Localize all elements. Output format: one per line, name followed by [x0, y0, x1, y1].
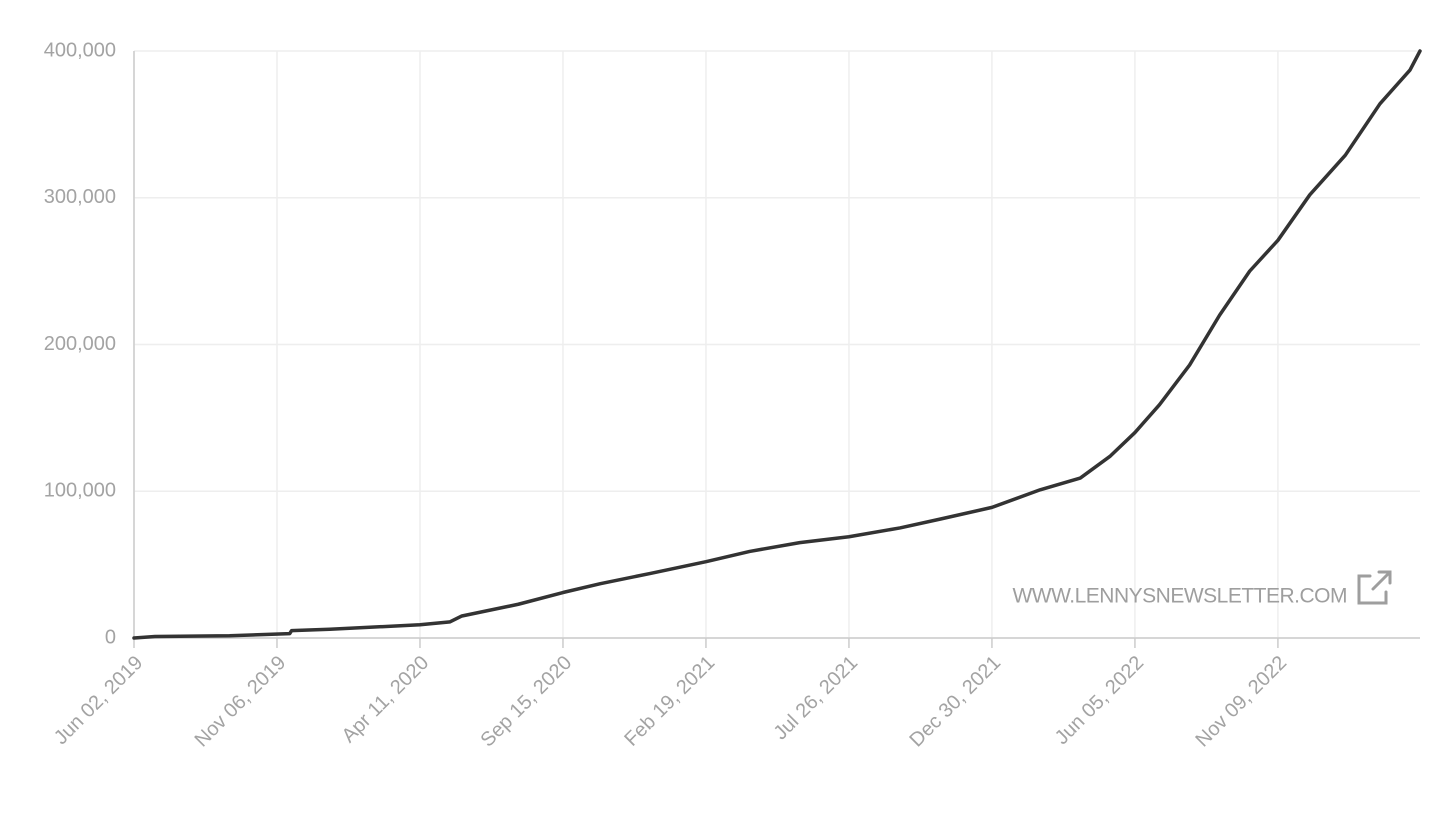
x-tick-label: Jun 02, 2019: [50, 652, 147, 749]
x-tick-label: Feb 19, 2021: [620, 652, 719, 751]
x-tick-label: Nov 06, 2019: [191, 652, 291, 752]
x-tick-label: Nov 09, 2022: [1191, 652, 1291, 752]
x-tick-label: Sep 15, 2020: [477, 652, 577, 752]
y-tick-label: 0: [105, 626, 116, 648]
x-tick-label: Dec 30, 2021: [906, 652, 1006, 752]
external-link-icon[interactable]: [1357, 570, 1392, 605]
data-line: [132, 49, 1422, 640]
y-tick-label: 100,000: [44, 480, 116, 502]
watermark: WWW.LENNYSNEWSLETTER.COM: [1012, 585, 1347, 608]
tick-labels: 0 100,000 200,000 300,000 400,000 Jun 02, 201…: [44, 39, 1422, 752]
y-tick-label: 200,000: [44, 333, 116, 355]
x-tick-label: Jul 26, 2021: [770, 652, 863, 745]
y-tick-label: 300,000: [44, 186, 116, 208]
x-tick-label: Apr 11, 2020: [338, 652, 433, 747]
y-tick-label: 400,000: [44, 39, 116, 61]
x-tick-label: Jun 05, 2022: [1051, 652, 1148, 749]
